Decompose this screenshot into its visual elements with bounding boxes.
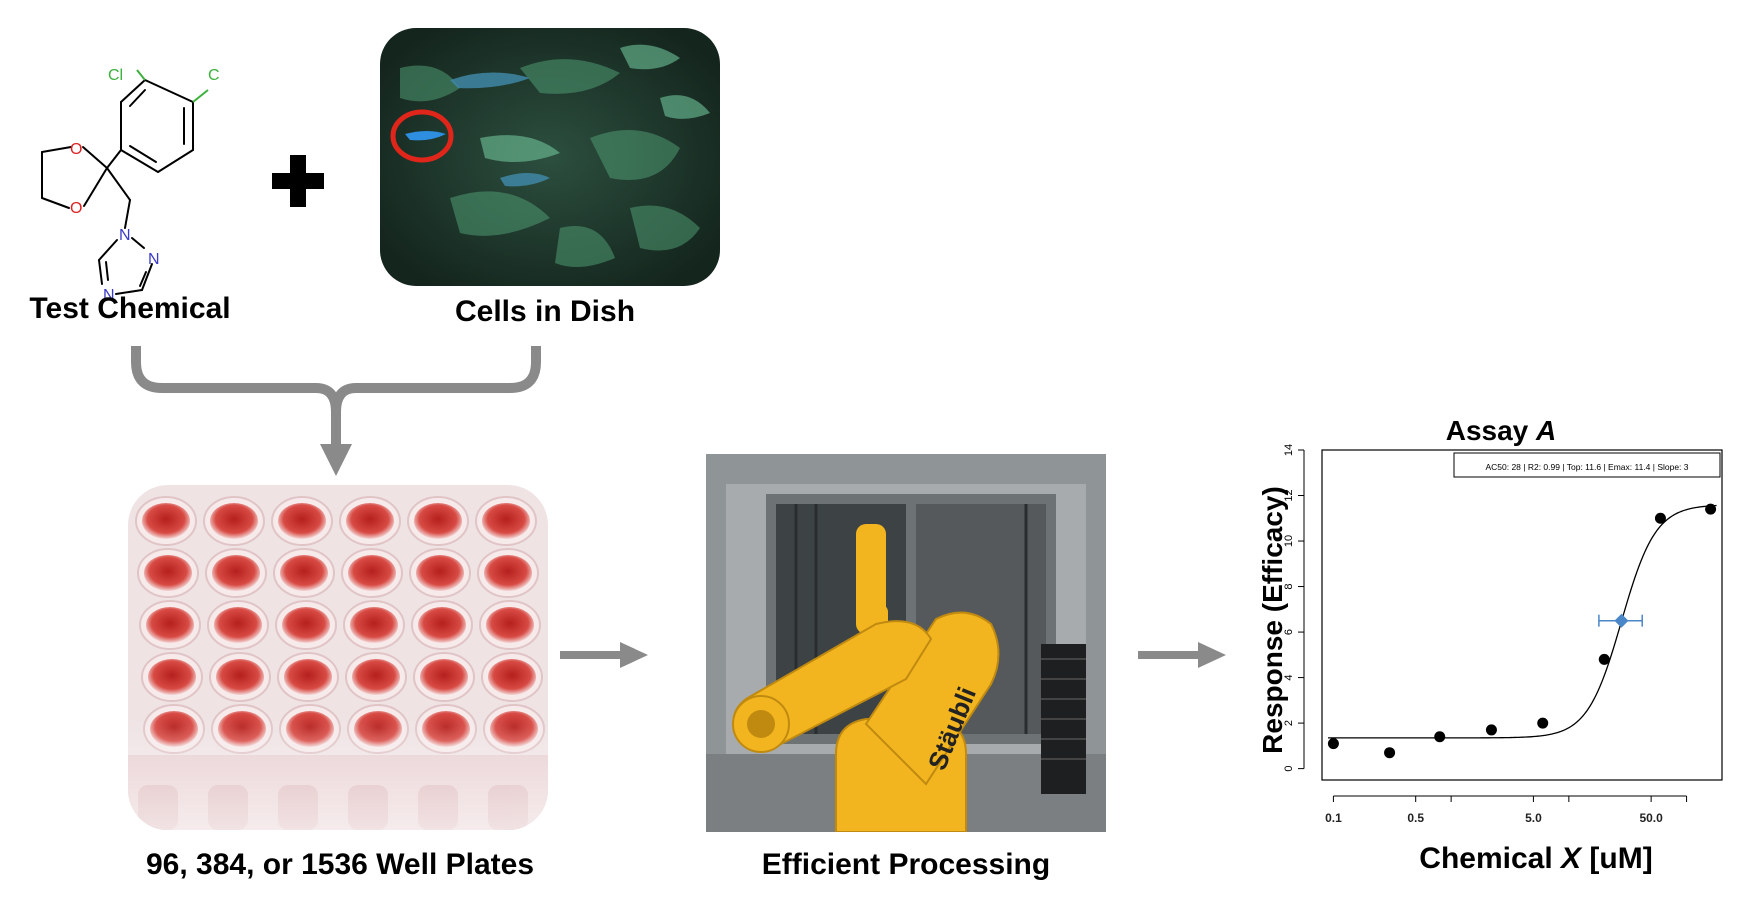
well <box>477 548 539 598</box>
fit-curve <box>1328 504 1717 739</box>
well <box>413 652 475 702</box>
assay-chart: Assay A Response (Efficacy) Chemical X [… <box>1240 400 1740 880</box>
well <box>205 548 267 598</box>
well <box>475 496 537 546</box>
well <box>339 496 401 546</box>
chart-x-axis-label-prefix: Chemical <box>1419 842 1561 875</box>
oxygen-atom-2: O <box>70 200 82 217</box>
test-chemical-structure: Cl Cl O O N N N <box>20 50 220 300</box>
well <box>139 600 201 650</box>
chart-x-axis-label-suffix: [uM] <box>1581 842 1653 875</box>
y-tick-label: 14 <box>1283 444 1295 456</box>
y-tick-label: 0 <box>1283 766 1295 772</box>
well <box>407 496 469 546</box>
chart-title-emph: A <box>1535 415 1556 446</box>
data-point <box>1485 724 1497 736</box>
robotic-processing-image: Stäubli <box>706 454 1106 832</box>
well <box>141 652 203 702</box>
y-tick-label: 6 <box>1283 629 1295 635</box>
well <box>481 652 543 702</box>
x-tick-label: 50.0 <box>1639 811 1663 825</box>
efficient-processing-label: Efficient Processing <box>761 848 1051 881</box>
chart-plot-frame <box>1321 449 1723 781</box>
y-tick-label: 8 <box>1283 583 1295 589</box>
cells-in-dish-label: Cells in Dish <box>454 295 636 328</box>
well <box>277 652 339 702</box>
well <box>273 548 335 598</box>
well <box>345 652 407 702</box>
y-tick-label: 4 <box>1283 675 1295 681</box>
chlorine-atom-2: Cl <box>208 67 220 84</box>
well <box>137 548 199 598</box>
x-tick-label: 5.0 <box>1525 811 1542 825</box>
nitrogen-atom-3: N <box>103 287 115 300</box>
y-tick-label: 2 <box>1283 720 1295 726</box>
chart-title: Assay A <box>1446 415 1557 446</box>
y-tick-label: 10 <box>1283 535 1295 547</box>
x-tick-label: 0.1 <box>1325 811 1342 825</box>
cells-in-dish-image <box>380 28 720 286</box>
test-chemical-label: Test Chemical <box>29 292 231 325</box>
data-point <box>1384 747 1396 759</box>
nitrogen-atom-1: N <box>119 227 131 244</box>
oxygen-atom-1: O <box>70 141 82 158</box>
ac50-point <box>1614 613 1629 628</box>
data-point <box>1654 512 1666 524</box>
data-points <box>1327 503 1717 759</box>
ac50-marker <box>1598 613 1643 628</box>
x-axis: 0.1 0.5 5.0 50.0 <box>1325 795 1688 825</box>
chart-x-axis-label: Chemical X [uM] <box>1419 842 1652 875</box>
nitrogen-atom-2: N <box>148 251 160 268</box>
chart-y-axis-label: Response (Efficacy) <box>1257 486 1288 754</box>
merge-bracket <box>120 340 560 480</box>
data-point <box>1705 503 1717 515</box>
well-plates-label: 96, 384, or 1536 Well Plates <box>145 848 535 881</box>
chart-x-axis-label-emph: X <box>1559 842 1583 875</box>
well <box>343 600 405 650</box>
data-point <box>1434 731 1446 743</box>
chart-legend: AC50: 28 | R2: 0.99 | Top: 11.6 | Emax: … <box>1453 452 1721 478</box>
well <box>409 548 471 598</box>
well <box>479 600 541 650</box>
chlorine-atom-1: Cl <box>108 67 123 84</box>
well <box>275 600 337 650</box>
well <box>207 600 269 650</box>
well <box>271 496 333 546</box>
well <box>341 548 403 598</box>
chart-legend-text: AC50: 28 | R2: 0.99 | Top: 11.6 | Emax: … <box>1485 462 1688 472</box>
y-tick-label: 12 <box>1283 489 1295 501</box>
data-point <box>1537 717 1549 729</box>
well <box>203 496 265 546</box>
well <box>209 652 271 702</box>
well-plate-image <box>128 485 548 830</box>
arrow-to-assay <box>1138 640 1228 670</box>
arrow-to-processing <box>560 640 650 670</box>
data-point <box>1598 653 1610 665</box>
x-tick-label: 0.5 <box>1407 811 1424 825</box>
well <box>411 600 473 650</box>
plus-icon <box>272 155 324 207</box>
y-axis: 0 2 4 6 8 10 12 14 <box>1283 444 1305 772</box>
well <box>135 496 197 546</box>
data-point <box>1327 738 1339 750</box>
chart-title-prefix: Assay <box>1446 415 1536 446</box>
